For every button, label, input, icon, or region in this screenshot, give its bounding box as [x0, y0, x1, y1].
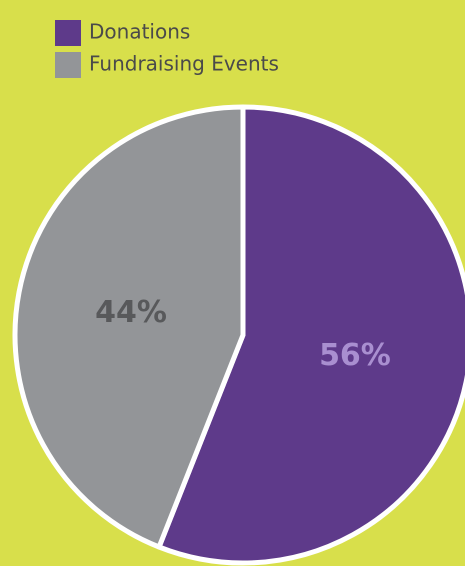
legend-swatch	[55, 20, 81, 46]
page: 56%44%DonationsFundraising Events (() =>…	[0, 0, 465, 566]
legend-swatch	[55, 52, 81, 78]
value-label: 56%	[319, 338, 391, 373]
value-label: 44%	[95, 295, 167, 330]
legend-text: Donations	[89, 20, 190, 44]
chart: 56% 44% Donations Fundraising Events	[0, 0, 465, 566]
legend-text: Fundraising Events	[89, 52, 279, 76]
